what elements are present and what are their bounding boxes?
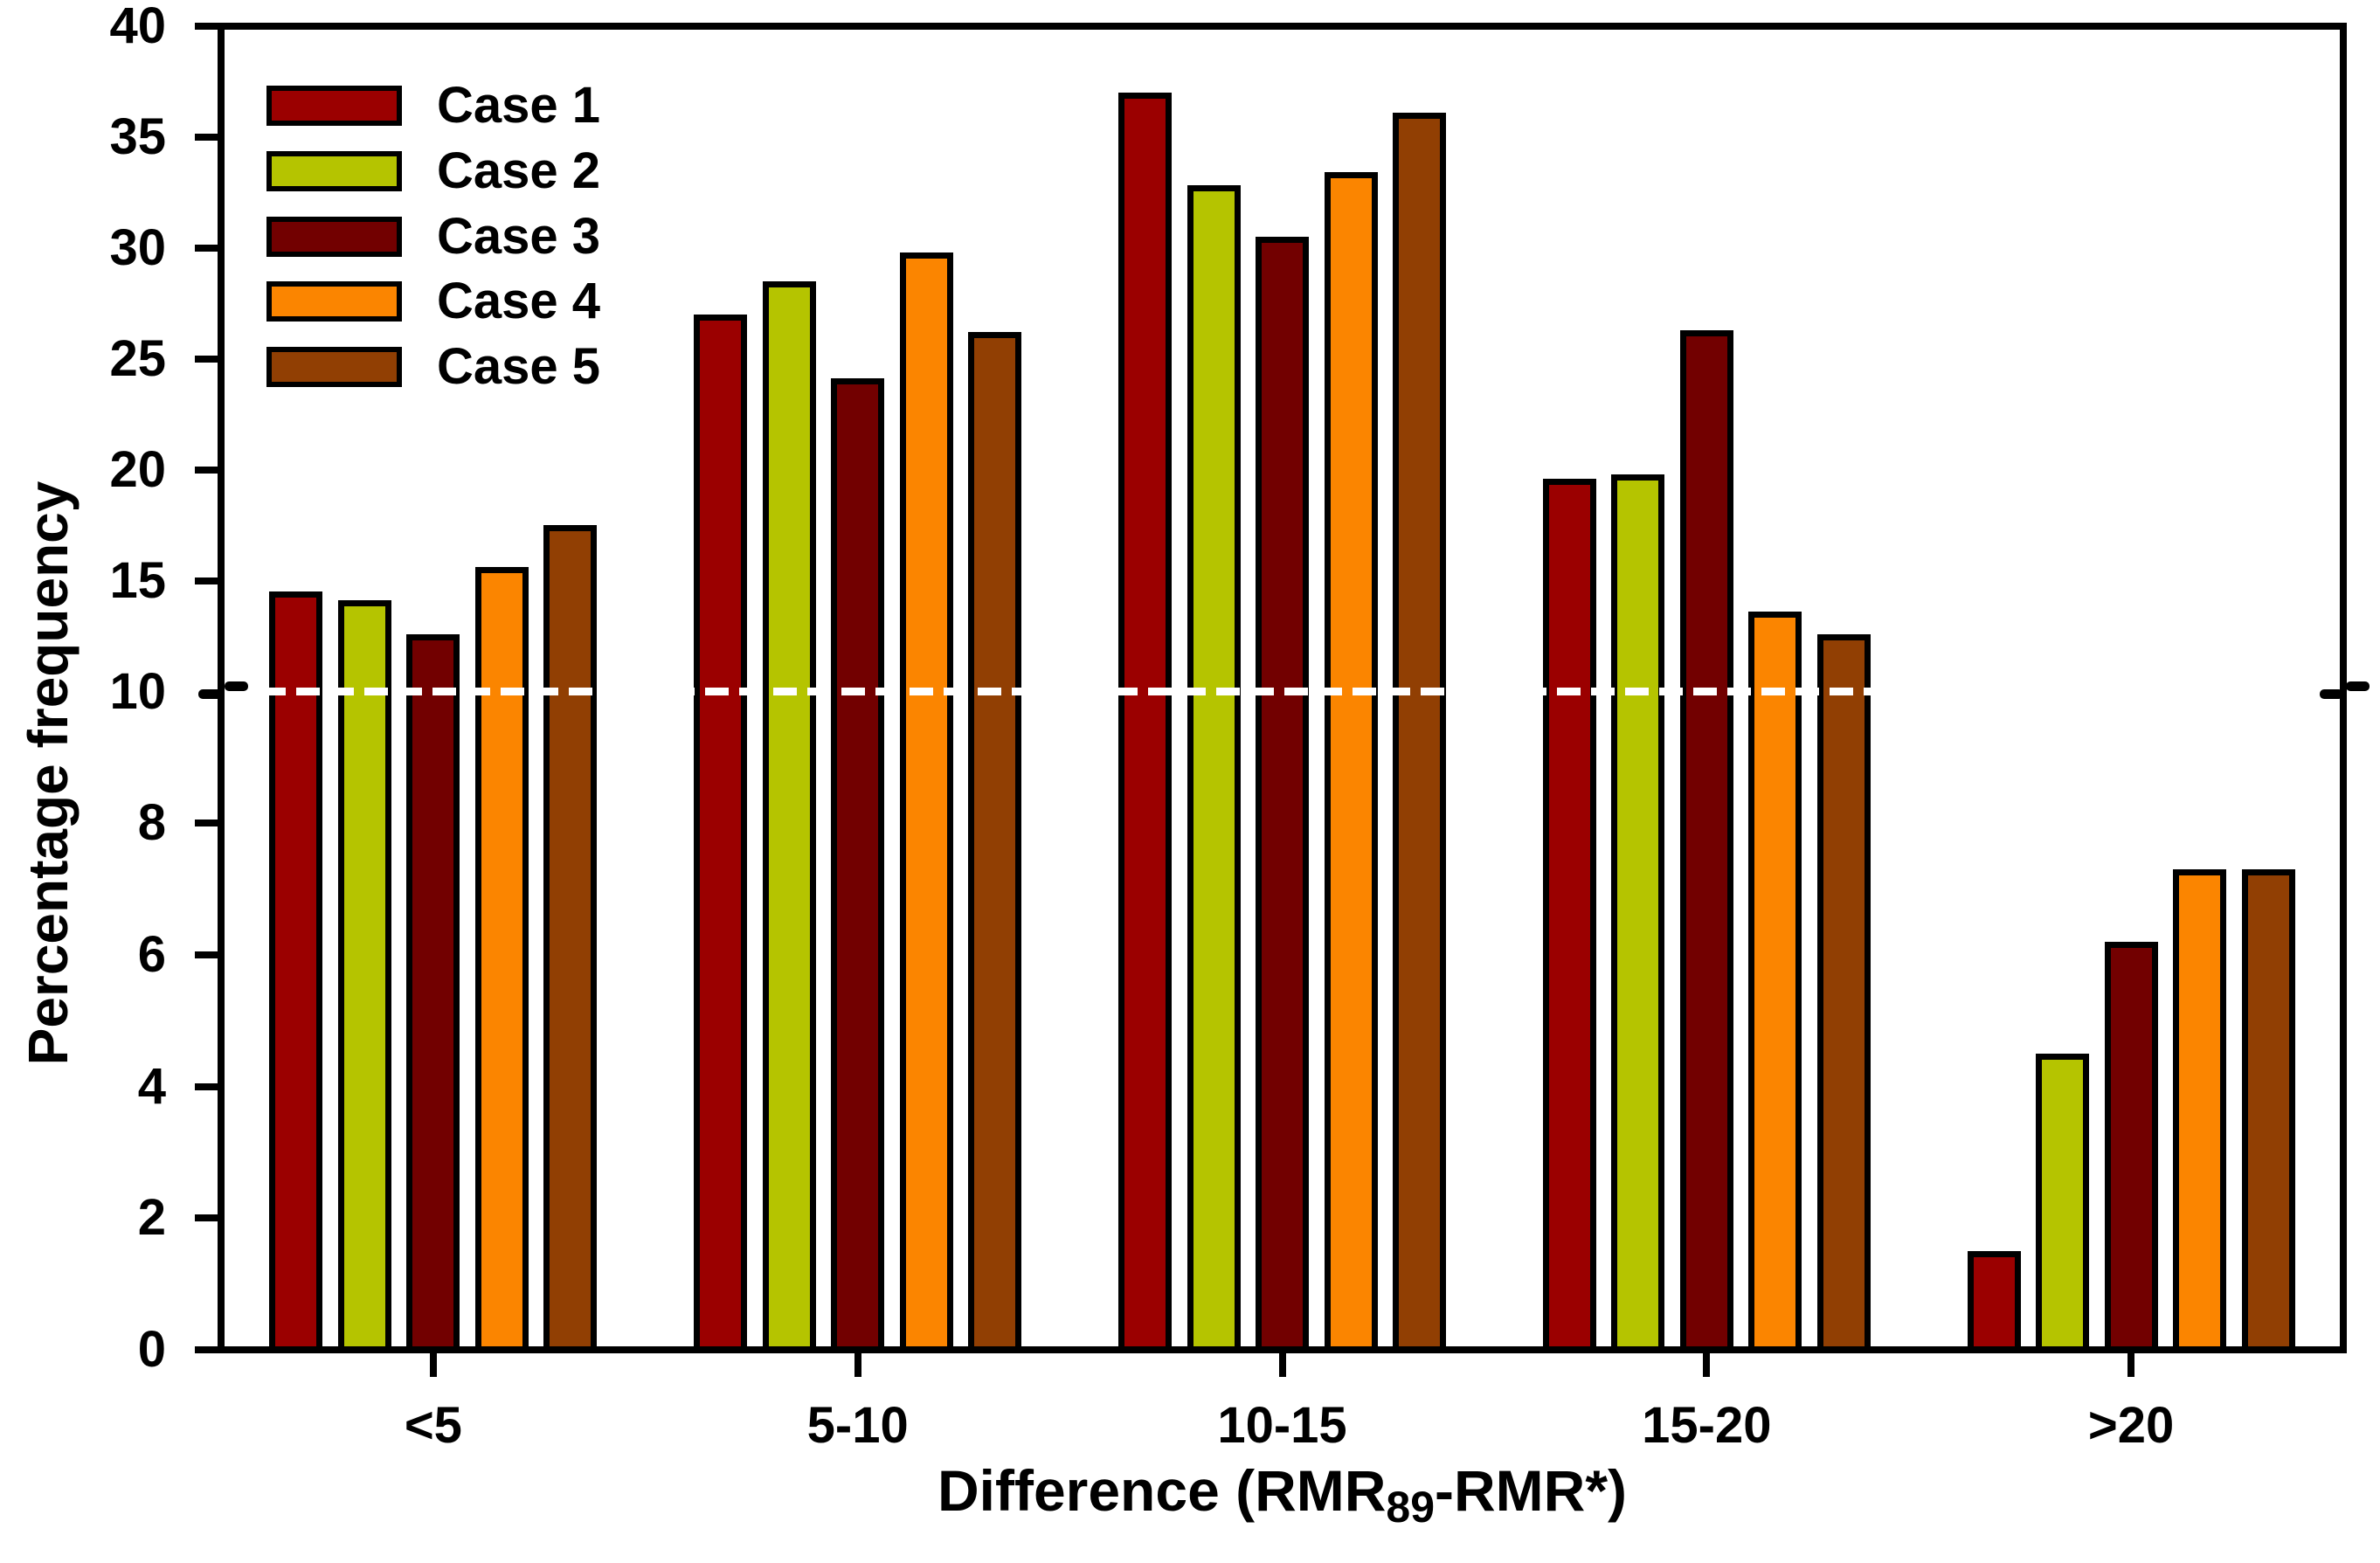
legend-swatch bbox=[266, 86, 402, 126]
x-axis-title-suffix: -RMR*) bbox=[1435, 1458, 1627, 1523]
axis-break-mark-left-lower bbox=[198, 689, 222, 699]
x-tick-mark bbox=[854, 1353, 861, 1377]
legend-item: Case 3 bbox=[266, 207, 601, 265]
axis-break-mark-left-upper bbox=[225, 681, 248, 691]
bar-case-3-group-2 bbox=[1256, 236, 1309, 1353]
x-axis-title-prefix: Difference (RMR bbox=[937, 1458, 1387, 1523]
y-tick-mark bbox=[195, 244, 218, 252]
bar-case-3-group-0 bbox=[406, 633, 460, 1353]
y-tick-mark bbox=[195, 951, 218, 958]
x-tick-label: 15-20 bbox=[1642, 1397, 1772, 1454]
legend-item: Case 4 bbox=[266, 273, 601, 330]
y-tick-mark bbox=[195, 577, 218, 584]
bar-case-1-group-2 bbox=[1118, 92, 1172, 1353]
x-tick-mark bbox=[429, 1353, 437, 1377]
legend-item: Case 1 bbox=[266, 77, 601, 134]
legend-swatch bbox=[266, 150, 402, 191]
y-tick-label: 8 bbox=[137, 794, 166, 852]
bar-case-1-group-0 bbox=[269, 591, 323, 1353]
bar-case-2-group-0 bbox=[337, 600, 391, 1353]
legend-item: Case 2 bbox=[266, 142, 601, 199]
bar-case-5-group-1 bbox=[968, 332, 1022, 1353]
y-tick-mark bbox=[195, 355, 218, 363]
axis-break-dashed-line bbox=[228, 688, 2339, 695]
x-tick-mark bbox=[1703, 1353, 1711, 1377]
y-tick-label: 6 bbox=[137, 925, 166, 983]
bar-case-2-group-3 bbox=[1611, 474, 1665, 1353]
y-tick-mark bbox=[195, 1214, 218, 1222]
bar-case-5-group-2 bbox=[1393, 112, 1446, 1353]
legend-label: Case 2 bbox=[437, 142, 601, 199]
legend-label: Case 3 bbox=[437, 207, 601, 265]
x-tick-label: 10-15 bbox=[1217, 1397, 1347, 1454]
legend-label: Case 4 bbox=[437, 273, 601, 330]
legend-label: Case 5 bbox=[437, 338, 601, 396]
x-axis-title: Difference (RMR89-RMR*) bbox=[221, 1457, 2343, 1532]
y-tick-mark bbox=[195, 466, 218, 474]
y-tick-mark bbox=[195, 133, 218, 141]
bar-case-2-group-4 bbox=[2036, 1053, 2090, 1353]
legend-swatch bbox=[266, 347, 402, 388]
y-tick-label: 30 bbox=[109, 218, 166, 276]
bar-case-2-group-2 bbox=[1187, 185, 1241, 1353]
x-axis-title-subscript: 89 bbox=[1386, 1482, 1436, 1532]
y-tick-label: 25 bbox=[109, 329, 166, 387]
bar-case-1-group-1 bbox=[694, 314, 748, 1353]
bar-case-3-group-3 bbox=[1679, 329, 1733, 1353]
y-tick-label: 0 bbox=[137, 1321, 166, 1378]
y-axis-break-label: 10 bbox=[109, 662, 166, 720]
bar-case-5-group-3 bbox=[1816, 633, 1871, 1353]
bar-case-4-group-4 bbox=[2173, 869, 2227, 1353]
bar-case-1-group-3 bbox=[1542, 478, 1596, 1353]
legend-swatch bbox=[266, 281, 402, 322]
x-tick-mark bbox=[2127, 1353, 2135, 1377]
bar-case-2-group-1 bbox=[762, 280, 816, 1353]
x-tick-mark bbox=[1278, 1353, 1286, 1377]
bar-case-3-group-4 bbox=[2104, 941, 2158, 1353]
y-tick-label: 40 bbox=[109, 0, 166, 54]
bar-case-4-group-2 bbox=[1324, 172, 1378, 1353]
y-tick-label: 20 bbox=[109, 440, 166, 498]
legend-item: Case 5 bbox=[266, 338, 601, 396]
y-tick-label: 35 bbox=[109, 107, 166, 165]
y-tick-mark bbox=[195, 820, 218, 827]
y-tick-mark bbox=[195, 1346, 218, 1353]
y-tick-label: 2 bbox=[137, 1189, 166, 1247]
x-tick-label: >20 bbox=[2087, 1397, 2175, 1454]
legend-swatch bbox=[266, 216, 402, 257]
y-tick-label: 4 bbox=[137, 1057, 166, 1115]
bar-case-4-group-1 bbox=[899, 252, 953, 1353]
bar-case-3-group-1 bbox=[831, 378, 885, 1353]
axis-break-mark-right-upper bbox=[2346, 681, 2370, 691]
bar-case-4-group-0 bbox=[474, 567, 529, 1353]
axis-break-mark-right-lower bbox=[2320, 689, 2343, 699]
x-tick-label: 5-10 bbox=[806, 1397, 909, 1454]
y-tick-label: 15 bbox=[109, 551, 166, 609]
legend-label: Case 1 bbox=[437, 77, 601, 134]
plot-frame bbox=[218, 23, 2347, 1353]
y-tick-mark bbox=[195, 22, 218, 30]
x-tick-label: <5 bbox=[404, 1397, 462, 1454]
y-tick-mark bbox=[195, 1082, 218, 1090]
